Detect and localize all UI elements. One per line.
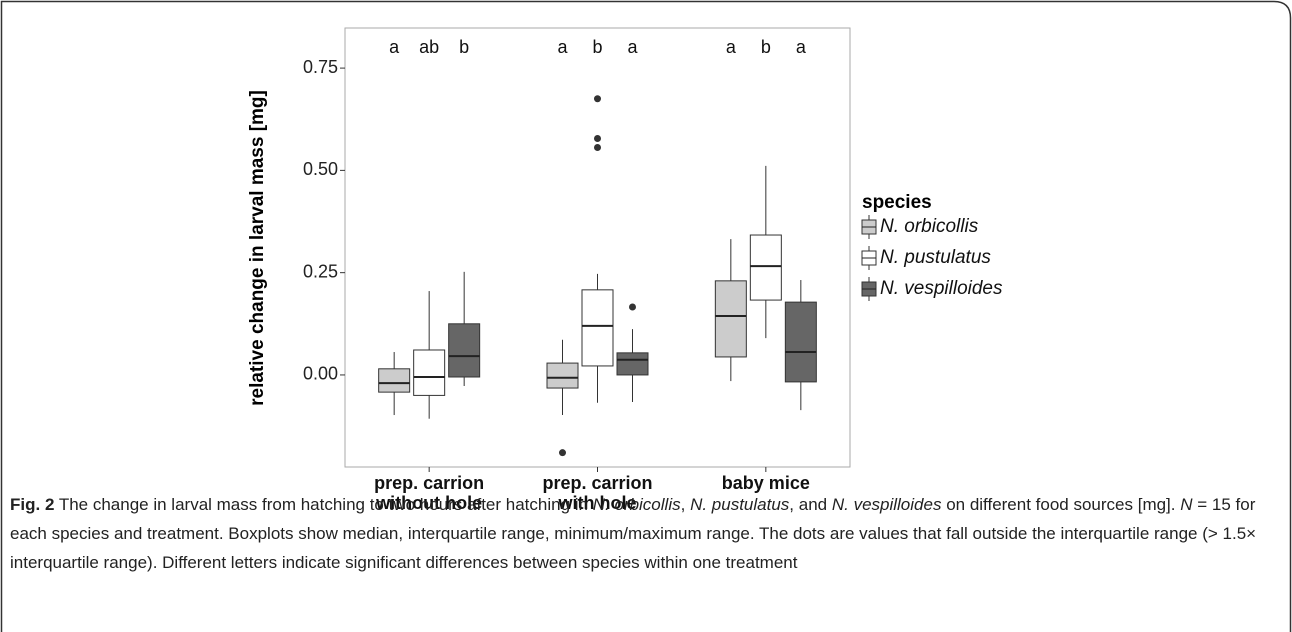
caption-species: N. orbicollis <box>592 495 681 514</box>
caption: Fig. 2 The change in larval mass from ha… <box>10 490 1280 577</box>
significance-letter: b <box>592 37 602 57</box>
y-tick-label: 0.50 <box>303 159 338 179</box>
legend-label: N. orbicollis <box>880 216 979 237</box>
x-tick-label: without hole <box>375 493 482 513</box>
significance-letter: a <box>726 37 737 57</box>
caption-text: on different food sources [mg]. <box>946 495 1176 514</box>
outlier <box>594 143 601 151</box>
x-tick-label: with hole <box>558 493 637 513</box>
legend-title: species <box>862 192 932 213</box>
box <box>784 301 817 383</box>
box <box>581 289 614 367</box>
significance-letter: ab <box>419 37 439 57</box>
caption-species: N. pustulatus <box>690 495 790 514</box>
x-tick-label: baby mice <box>722 473 810 493</box>
box <box>413 349 446 396</box>
outlier <box>559 449 566 457</box>
y-axis-label: relative change in larval mass [mg] <box>247 90 268 406</box>
x-tick-label: prep. carrion <box>374 473 484 493</box>
caption-species: N. vespilloides <box>831 495 942 514</box>
significance-letter: a <box>627 37 638 57</box>
caption-text: The change in larval mass from hatching … <box>58 495 588 514</box>
y-tick-label: 0.00 <box>303 364 338 384</box>
caption-text: , <box>680 495 686 514</box>
legend-label: N. vespilloides <box>880 278 1003 299</box>
significance-letter: a <box>557 37 568 57</box>
outlier <box>594 95 601 103</box>
box <box>714 280 747 358</box>
caption-text: = 15 for each species and treatment. Box… <box>10 495 1257 572</box>
box <box>616 352 649 376</box>
significance-letter: b <box>761 37 771 57</box>
legend-label: N. pustulatus <box>880 247 991 268</box>
caption-n: N <box>1180 495 1193 514</box>
box <box>448 323 481 378</box>
caption-text: , and <box>789 495 828 514</box>
significance-letter: a <box>389 37 400 57</box>
significance-letter: b <box>459 37 469 57</box>
y-tick-label: 0.25 <box>303 261 338 281</box>
caption-label: Fig. 2 <box>10 495 55 514</box>
box <box>378 368 411 393</box>
outlier <box>629 303 636 311</box>
box <box>749 234 782 301</box>
x-tick-label: prep. carrion <box>542 473 652 493</box>
box <box>546 362 579 389</box>
significance-letter: a <box>796 37 807 57</box>
y-tick-label: 0.75 <box>303 57 338 77</box>
outlier <box>594 134 601 142</box>
